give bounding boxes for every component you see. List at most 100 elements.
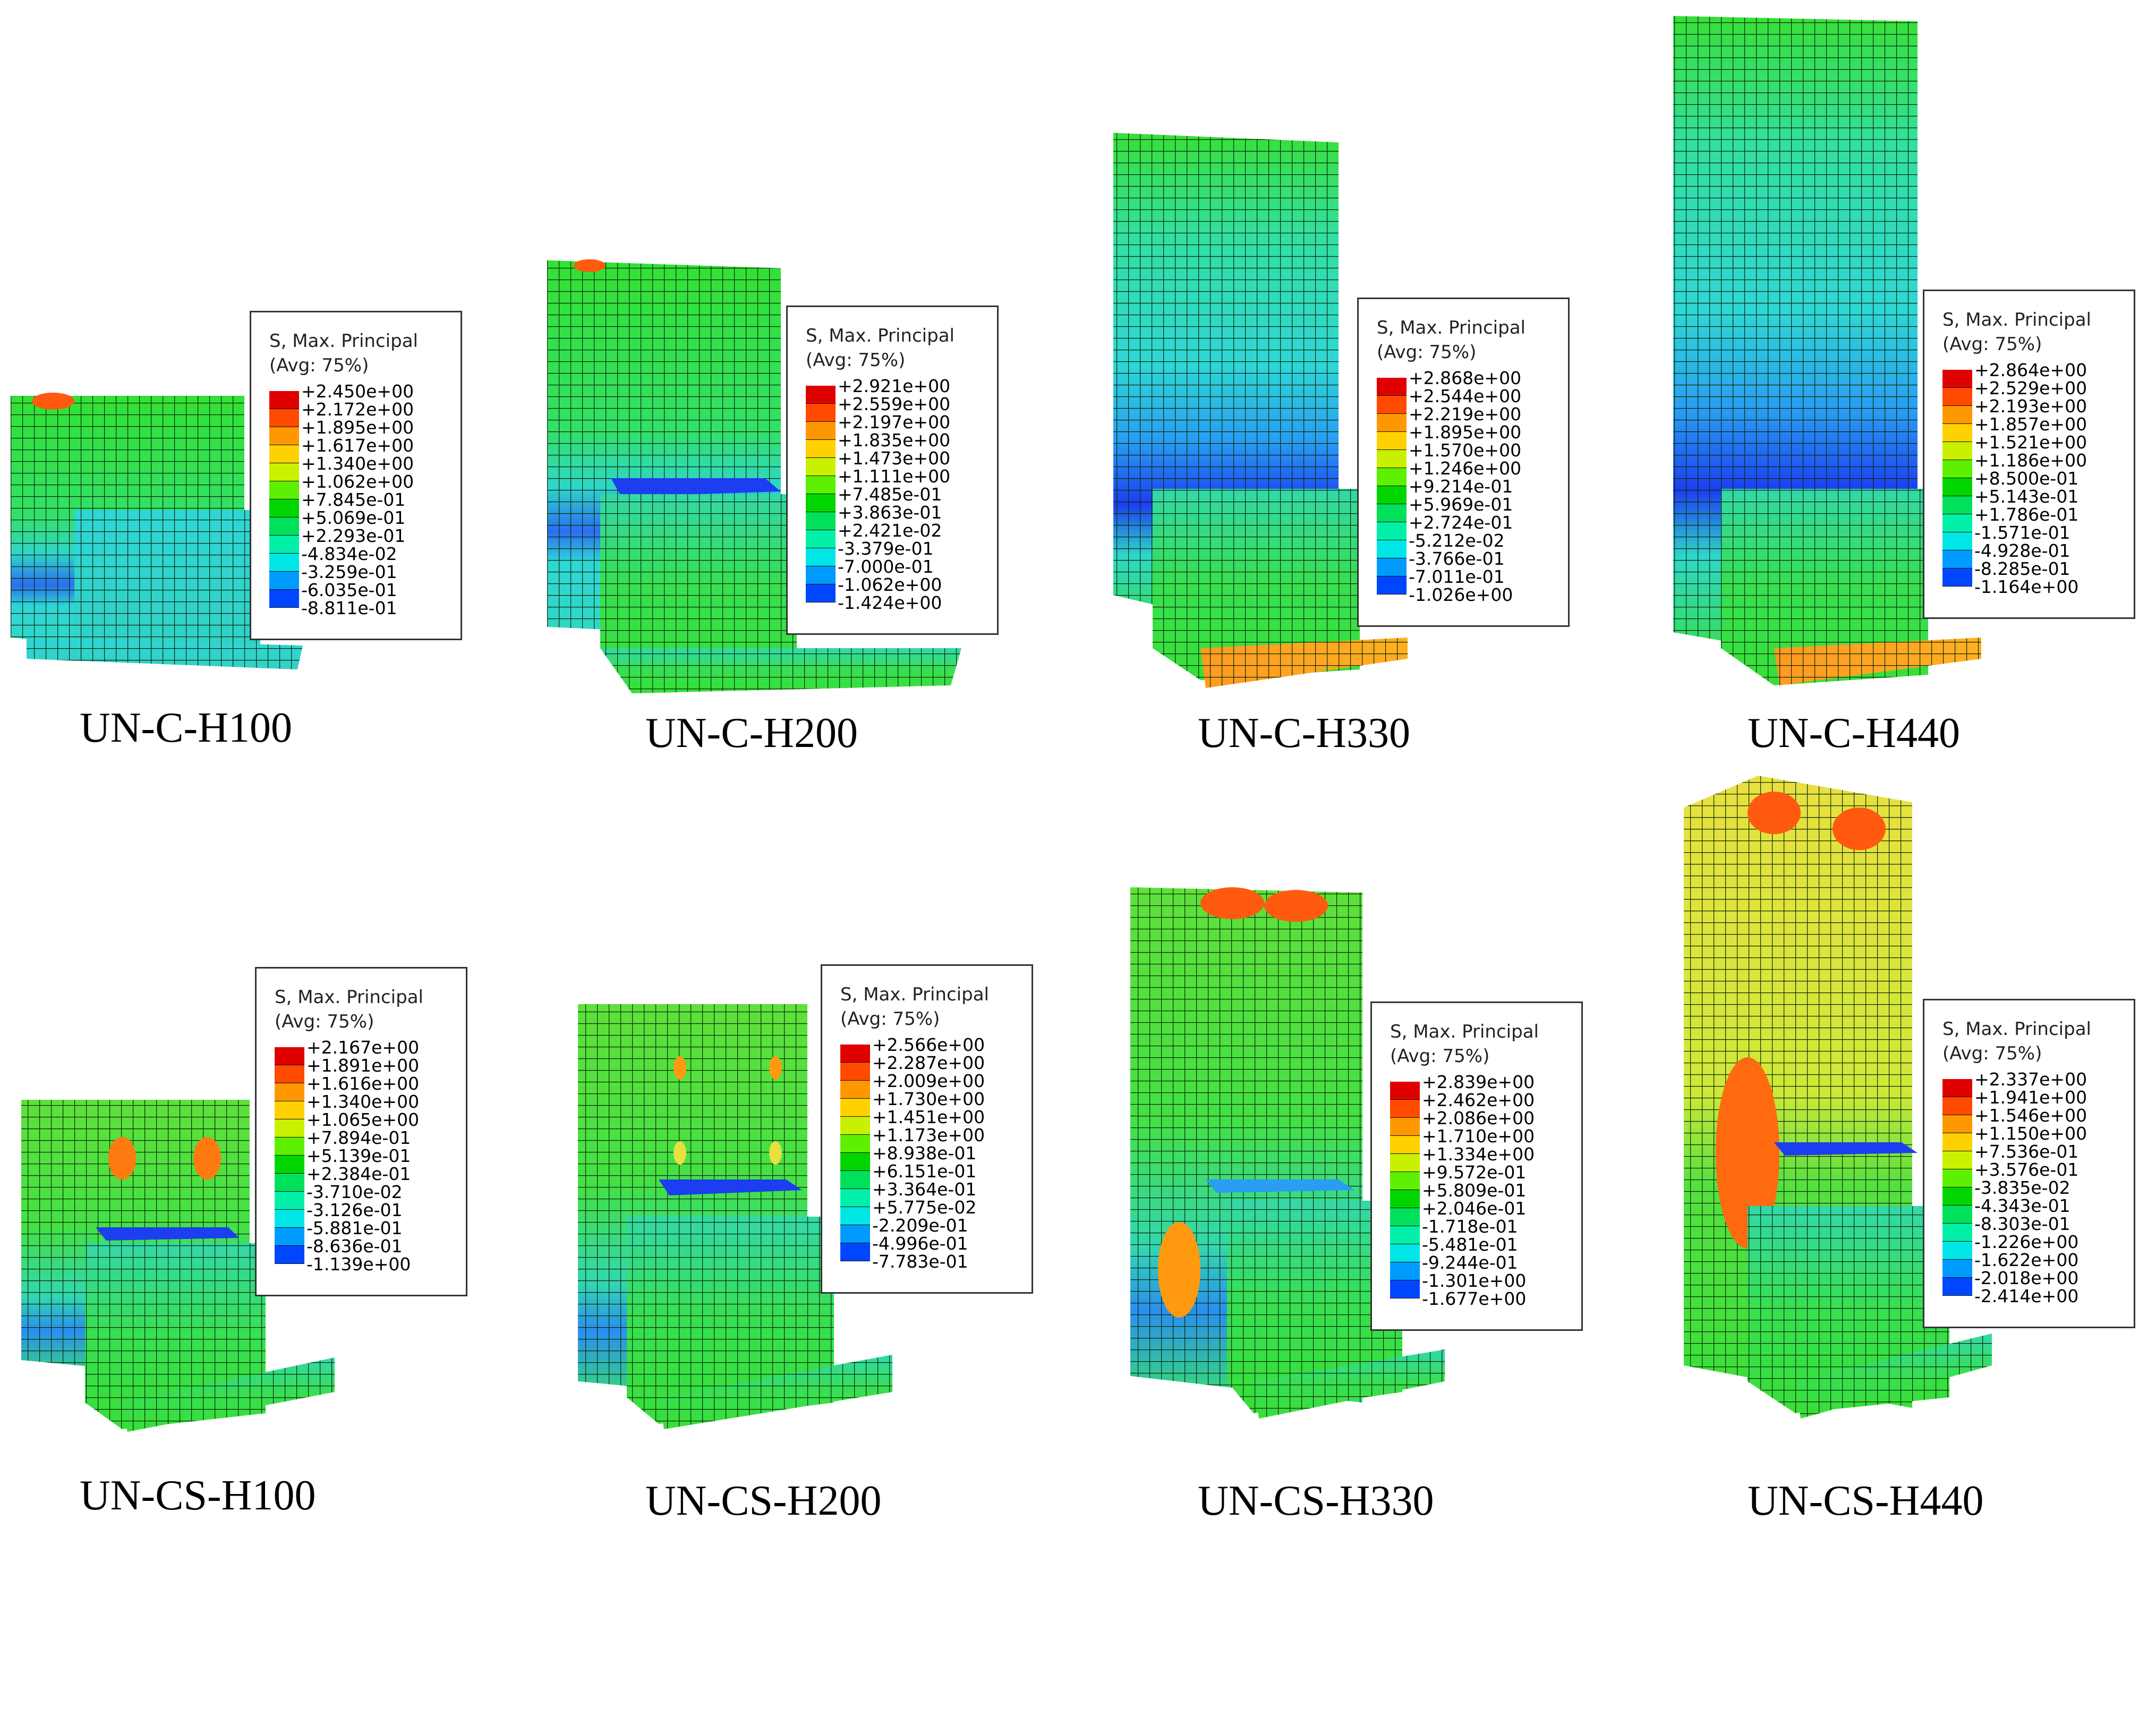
legend-value: +3.863e-01 — [838, 502, 942, 523]
legend-value: +1.730e+00 — [872, 1089, 985, 1109]
color-scale-bar — [269, 391, 299, 626]
legend-title: S, Max. Principal — [1942, 1018, 2091, 1040]
legend-value: +9.572e-01 — [1422, 1162, 1527, 1183]
scale-color-band — [1390, 1136, 1420, 1154]
legend-value: +2.864e+00 — [1974, 360, 2087, 380]
legend-value: +1.941e+00 — [1974, 1087, 2087, 1108]
panel-un-cs-h330: S, Max. Principal (Avg: 75%) +2.839e+00 +… — [1126, 882, 1657, 1626]
legend-value: -3.379e-01 — [838, 538, 934, 559]
legend-value: +1.340e+00 — [301, 453, 414, 474]
legend-value: -6.035e-01 — [301, 580, 397, 600]
legend-values: +2.450e+00 +2.172e+00 +1.895e+00 +1.617e+00… — [301, 383, 414, 617]
panel-un-cs-h100: S, Max. Principal (Avg: 75%) +2.167e+00 +… — [16, 967, 547, 1732]
scale-color-band — [840, 1207, 870, 1225]
legend-value: +2.086e+00 — [1422, 1108, 1535, 1128]
legend-value: +1.617e+00 — [301, 435, 414, 456]
legend-value: -1.164e+00 — [1974, 576, 2079, 597]
scale-color-band — [275, 1174, 304, 1192]
legend-value: +3.576e-01 — [1974, 1159, 2079, 1180]
legend-value: -1.424e+00 — [838, 592, 942, 613]
scale-color-band — [275, 1137, 304, 1156]
scale-color-band — [1377, 396, 1407, 414]
legend-value: -3.259e-01 — [301, 562, 397, 582]
scale-color-band — [269, 572, 299, 590]
legend-title: S, Max. Principal — [275, 987, 423, 1008]
legend-value: +2.287e+00 — [872, 1052, 985, 1073]
legend-value: +1.451e+00 — [872, 1107, 985, 1127]
scale-color-band — [1942, 370, 1972, 388]
scale-color-band — [1942, 1187, 1972, 1205]
legend-value: +5.775e-02 — [872, 1197, 977, 1218]
legend-title: S, Max. Principal — [806, 325, 955, 346]
legend-value: +5.809e-01 — [1422, 1180, 1527, 1201]
legend-value: +2.293e-01 — [301, 525, 406, 546]
legend-value: +7.845e-01 — [301, 489, 406, 510]
legend-value: +1.186e+00 — [1974, 450, 2087, 471]
legend-value: -5.481e-01 — [1422, 1234, 1518, 1255]
scale-color-band — [275, 1083, 304, 1101]
legend-title: S, Max. Principal — [1377, 317, 1526, 338]
color-legend: S, Max. Principal (Avg: 75%) +2.450e+00 +… — [250, 311, 462, 640]
scale-color-band — [1942, 388, 1972, 406]
legend-value: +5.139e-01 — [306, 1145, 411, 1166]
legend-value: -3.835e-02 — [1974, 1177, 2070, 1198]
legend-value: +1.062e+00 — [301, 471, 414, 492]
legend-value: +1.710e+00 — [1422, 1126, 1535, 1147]
scale-color-band — [1942, 1079, 1972, 1097]
scale-color-band — [1942, 424, 1972, 442]
scale-color-band — [275, 1210, 304, 1228]
panel-un-c-h330: S, Max. Principal (Avg: 75%) +2.868e+00 +… — [1105, 128, 1636, 871]
scale-color-band — [269, 554, 299, 572]
scale-color-band — [1942, 406, 1972, 424]
caption-un-c-h200: UN-C-H200 — [645, 710, 858, 757]
scale-color-band — [269, 481, 299, 499]
scale-color-band — [1377, 504, 1407, 522]
scale-color-band — [840, 1117, 870, 1135]
legend-value: -1.571e-01 — [1974, 522, 2070, 543]
scale-color-band — [269, 445, 299, 463]
legend-value: +1.111e+00 — [838, 466, 951, 487]
legend-values: +2.868e+00 +2.544e+00 +2.219e+00 +1.895e+00… — [1409, 369, 1521, 604]
scale-color-band — [1390, 1154, 1420, 1172]
scale-color-band — [275, 1246, 304, 1264]
legend-value: +1.340e+00 — [306, 1091, 420, 1112]
scale-color-band — [1942, 460, 1972, 478]
scale-color-band — [840, 1045, 870, 1063]
scale-color-band — [840, 1189, 870, 1207]
legend-value: -1.026e+00 — [1409, 584, 1513, 605]
legend-value: +7.536e-01 — [1974, 1141, 2079, 1162]
scale-color-band — [1377, 414, 1407, 432]
legend-values: +2.566e+00 +2.287e+00 +2.009e+00 +1.730e+00… — [872, 1036, 985, 1271]
legend-value: -1.226e+00 — [1974, 1232, 2079, 1252]
fe-model-un-c-h330 — [1113, 133, 1408, 688]
legend-value: +1.570e+00 — [1409, 440, 1522, 461]
color-scale-bar — [806, 386, 836, 621]
fe-model-un-cs-h330 — [1130, 887, 1445, 1419]
legend-value: +1.473e+00 — [838, 448, 951, 469]
color-legend: S, Max. Principal (Avg: 75%) +2.864e+00 +… — [1923, 290, 2135, 619]
legend-value: +2.046e-01 — [1422, 1198, 1527, 1219]
scale-color-band — [806, 404, 836, 422]
legend-value: -5.881e-01 — [306, 1218, 403, 1238]
scale-color-band — [269, 409, 299, 427]
scale-color-band — [1390, 1226, 1420, 1244]
scale-color-band — [1942, 442, 1972, 460]
fe-model-un-c-h200 — [547, 259, 961, 693]
scale-color-band — [1942, 1224, 1972, 1242]
scale-color-band — [1942, 568, 1972, 587]
legend-value: +1.835e+00 — [838, 430, 951, 451]
scale-color-band — [1377, 576, 1407, 595]
panel-un-c-h100: S, Max. Principal (Avg: 75%) +2.450e+00 +… — [11, 298, 542, 1041]
legend-value: +1.246e+00 — [1409, 458, 1522, 479]
legend-value: +1.150e+00 — [1974, 1123, 2087, 1144]
scale-color-band — [1942, 532, 1972, 550]
color-scale-bar — [1377, 378, 1407, 613]
scale-color-band — [1377, 540, 1407, 558]
scale-color-band — [1942, 1278, 1972, 1296]
scale-color-band — [840, 1171, 870, 1189]
legend-value: -1.062e+00 — [838, 574, 942, 595]
legend-value: +1.065e+00 — [306, 1109, 420, 1130]
scale-color-band — [806, 566, 836, 584]
legend-value: -3.710e-02 — [306, 1182, 403, 1202]
legend-value: -1.718e-01 — [1422, 1216, 1518, 1237]
